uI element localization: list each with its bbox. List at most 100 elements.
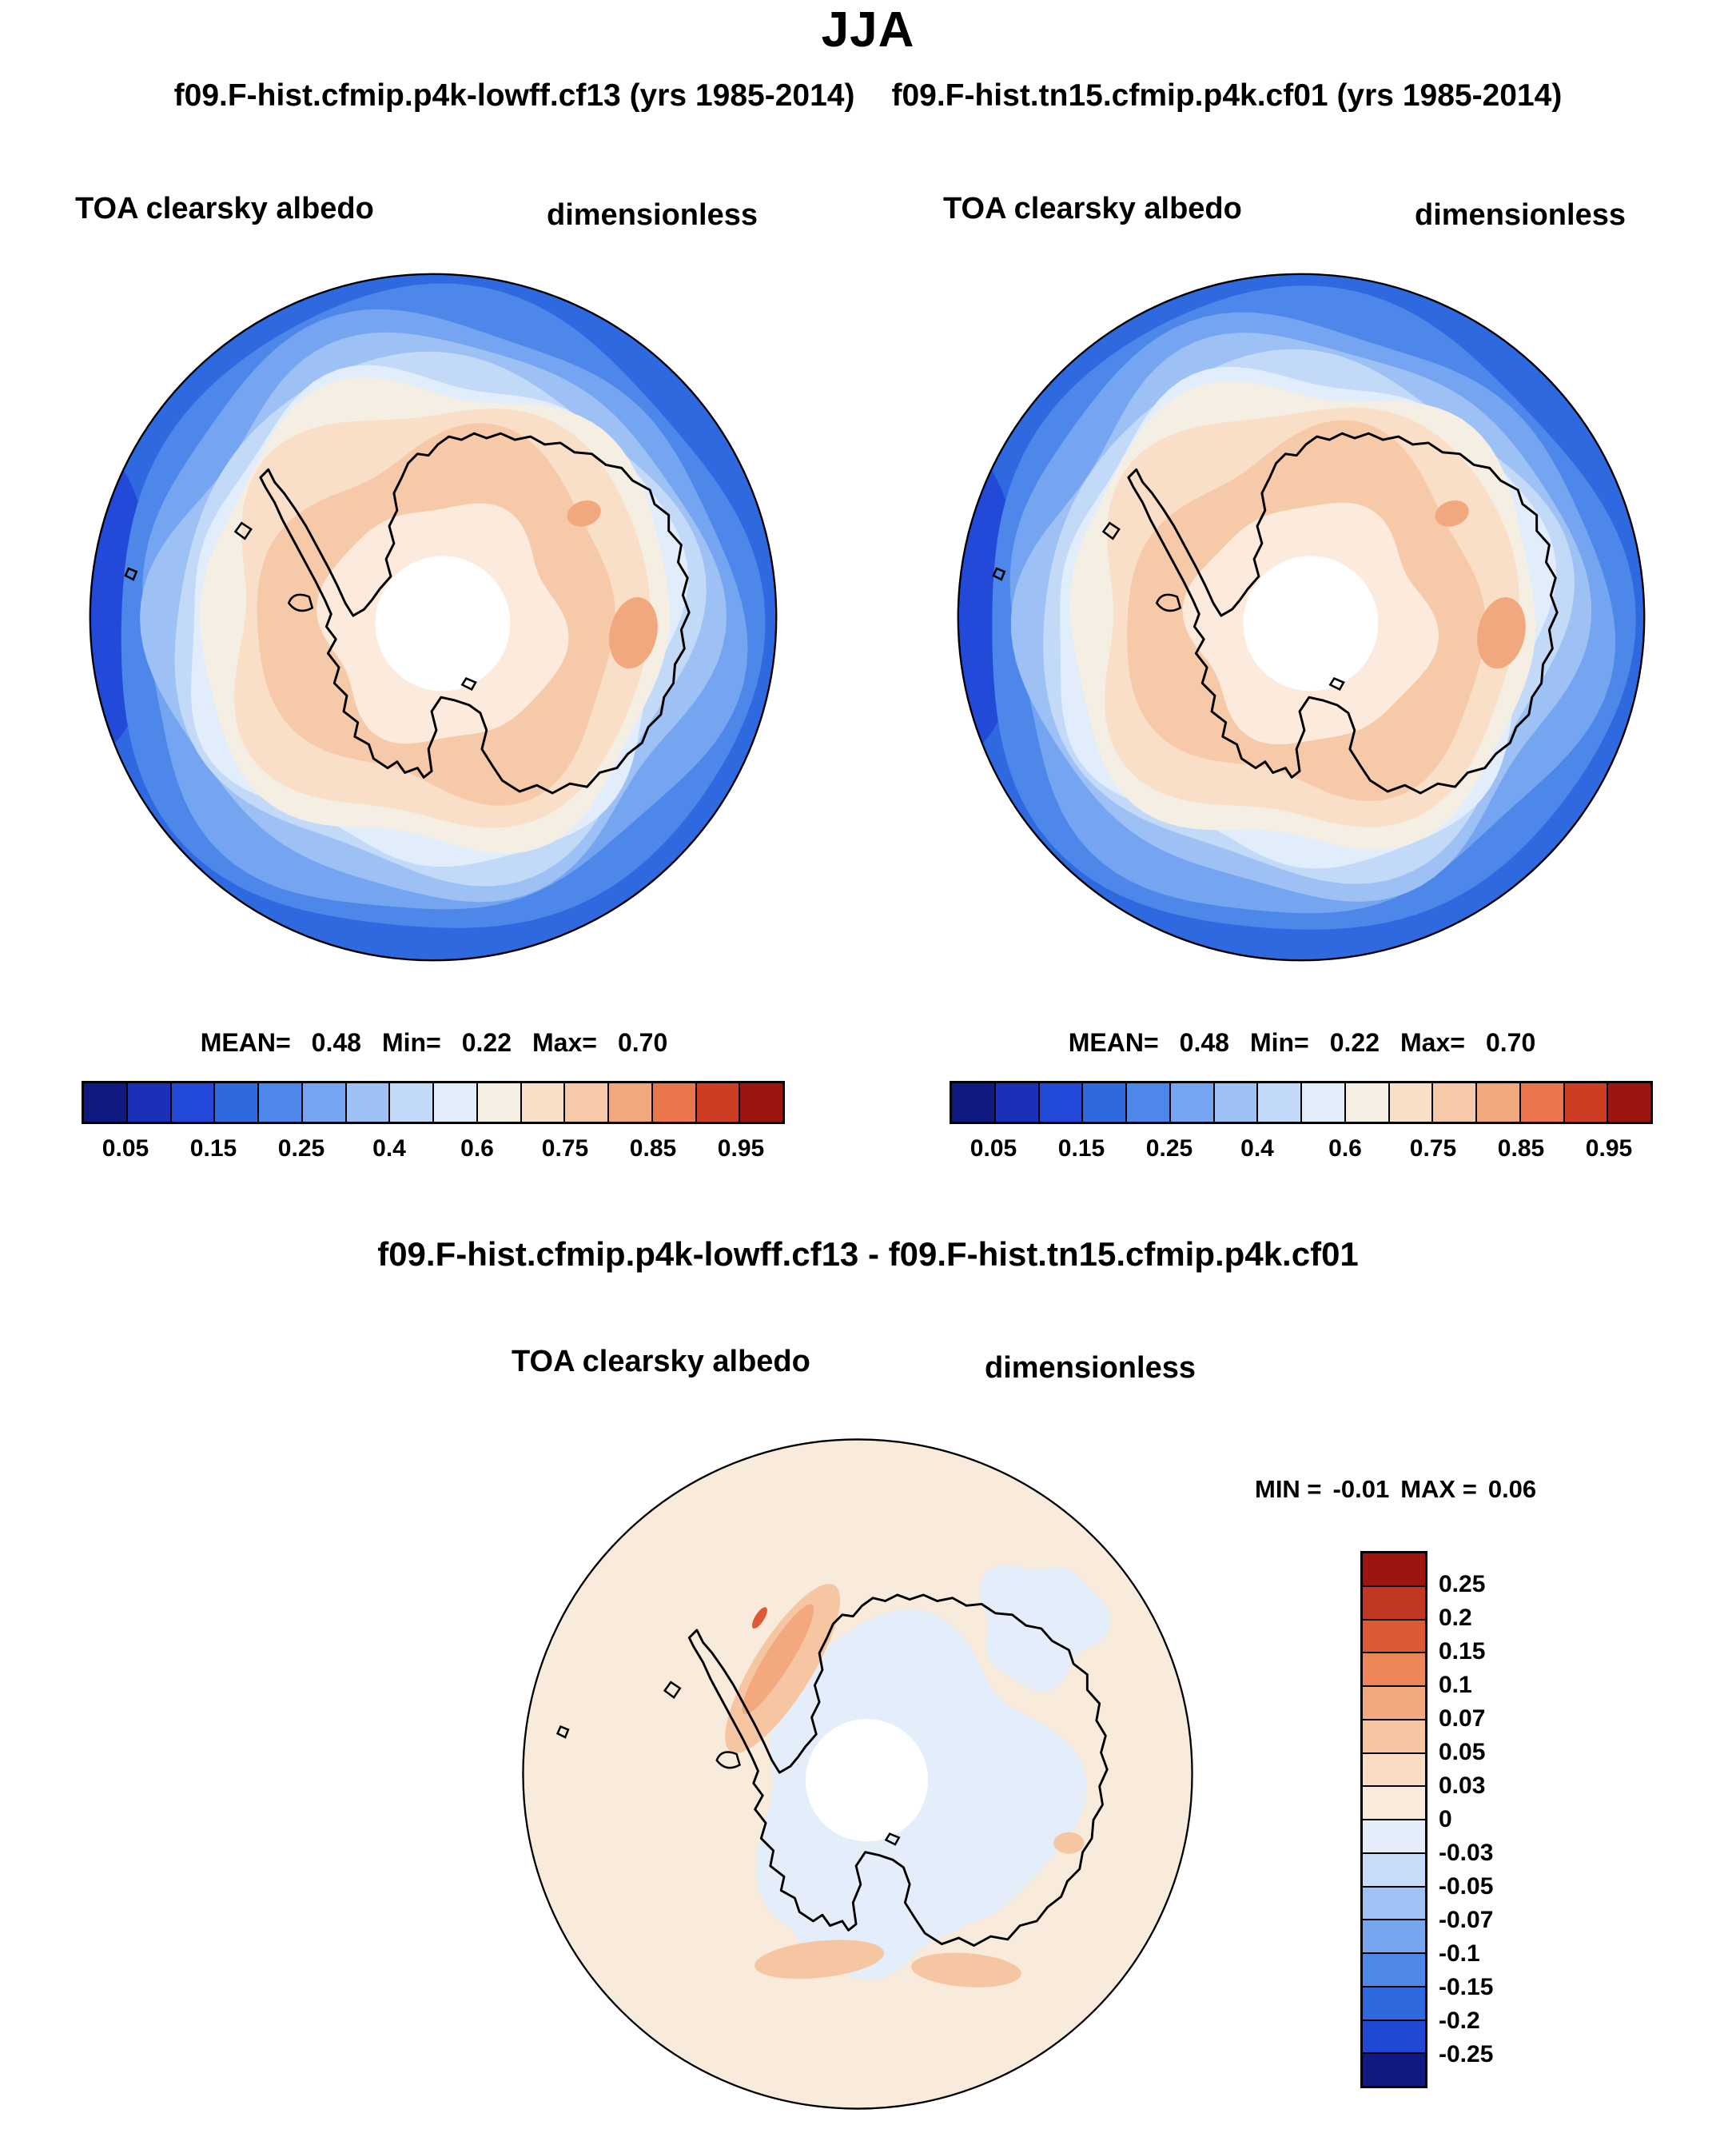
difference-colorbar — [1360, 1551, 1427, 2088]
contour-band — [1053, 1832, 1085, 1854]
variable-label: TOA clearsky albedo — [943, 192, 1242, 225]
contour-band — [755, 1940, 885, 1980]
stat-min-label: Min= — [381, 1028, 441, 1057]
colorbar-segment — [1363, 2054, 1425, 2086]
units-label: dimensionless — [1415, 198, 1626, 232]
island-outline — [1101, 521, 1121, 540]
stat-max-value: 0.70 — [617, 1028, 668, 1057]
pole-data-hole — [805, 1719, 929, 1842]
colorbar-tick-label: 0.4 — [1240, 1135, 1274, 1162]
colorbar-tick-label: 0.07 — [1439, 1705, 1486, 1732]
colorbar-tick-label: -0.03 — [1439, 1840, 1494, 1866]
colorbar-segment — [1345, 1083, 1390, 1122]
colorbar-tick-label: 0.75 — [1409, 1135, 1457, 1162]
colorbar-tick-label: -0.25 — [1439, 2041, 1494, 2067]
contour-band — [790, 1794, 981, 1980]
colorbar-segment — [259, 1083, 303, 1122]
colorbar-segment — [390, 1083, 434, 1122]
colorbar-tick-label: 0.85 — [1497, 1135, 1545, 1162]
colorbar-segment — [302, 1083, 347, 1122]
contour-band — [911, 1952, 1021, 1988]
colorbar-segment — [696, 1083, 741, 1122]
colorbar-tick-label: 0.25 — [1145, 1135, 1193, 1162]
island-outline — [555, 1725, 570, 1739]
stat-mean-label: MEAN= — [1068, 1028, 1159, 1057]
colorbar-segment — [1363, 1920, 1425, 1954]
contour-band — [567, 500, 601, 527]
colorbar-segment — [1363, 1653, 1425, 1687]
colorbar-segment — [995, 1083, 1040, 1122]
run-titles: f09.F-hist.cfmip.p4k-lowff.cf13 (yrs 198… — [0, 78, 1736, 114]
units-label: dimensionless — [985, 1351, 1196, 1385]
colorbar-tick-label: 0.95 — [1585, 1135, 1633, 1162]
albedo-colorbar-ticks: 0.05 0.15 0.25 0.4 0.6 0.75 0.85 0.95 — [82, 1135, 785, 1167]
antarctica-coastline — [687, 1593, 1109, 1947]
colorbar-segment — [1302, 1083, 1346, 1122]
map-boundary-circle — [957, 273, 1646, 962]
colorbar-segment — [1363, 1687, 1425, 1720]
colorbar-segment — [1170, 1083, 1215, 1122]
colorbar-segment — [215, 1083, 259, 1122]
colorbar-tick-label: -0.05 — [1439, 1873, 1494, 1900]
colorbar-segment — [1039, 1083, 1084, 1122]
map-boundary-circle — [522, 1438, 1193, 2110]
colorbar-tick-label: 0.25 — [277, 1135, 325, 1162]
panel-cf01: TOA clearsky albedo dimensionless MEAN= … — [868, 0, 1736, 1199]
colorbar-segment — [1477, 1083, 1521, 1122]
run-title-left: f09.F-hist.cfmip.p4k-lowff.cf13 (yrs 198… — [173, 78, 855, 113]
antarctica-coastline — [1127, 432, 1559, 795]
colorbar-tick-label: 0.15 — [1057, 1135, 1105, 1162]
contour-band — [979, 1565, 1111, 1692]
season-title: JJA — [821, 2, 915, 58]
colorbar-segment — [1520, 1083, 1565, 1122]
island-outline — [715, 1751, 741, 1769]
colorbar-segment — [1363, 1620, 1425, 1654]
colorbar-segment — [609, 1083, 653, 1122]
colorbar-tick-label: 0 — [1439, 1806, 1452, 1832]
colorbar-tick-label: 0.15 — [189, 1135, 237, 1162]
colorbar-segment — [952, 1083, 996, 1122]
colorbar-tick-label: 0.03 — [1439, 1772, 1486, 1799]
contour-band — [1435, 500, 1469, 527]
colorbar-tick-label: 0.6 — [1328, 1135, 1362, 1162]
colorbar-segment — [1214, 1083, 1259, 1122]
stats-line: MEAN= 0.48 Min= 0.22 Max= 0.70 — [0, 1028, 868, 1058]
colorbar-tick-label: -0.15 — [1439, 1974, 1494, 2000]
contour-band — [1477, 597, 1526, 669]
colorbar-segment — [84, 1083, 128, 1122]
colorbar-segment — [477, 1083, 522, 1122]
stat-max-value: 0.70 — [1485, 1028, 1536, 1057]
variable-label: TOA clearsky albedo — [75, 192, 374, 225]
colorbar-tick-label: 0.1 — [1439, 1672, 1472, 1698]
colorbar-segment — [171, 1083, 216, 1122]
pole-data-hole — [1243, 556, 1379, 692]
colorbar-segment — [1363, 1787, 1425, 1820]
albedo-map-cf01 — [957, 273, 1646, 962]
antarctica-coastline — [259, 432, 691, 795]
colorbar-tick-label: 0.75 — [541, 1135, 589, 1162]
diff-max-value: 0.06 — [1487, 1475, 1537, 1503]
diff-min-label: MIN = — [1255, 1475, 1322, 1503]
contour-band — [958, 452, 1021, 751]
colorbar-segment — [740, 1083, 782, 1122]
island-outline — [287, 593, 314, 612]
colorbar-segment — [1127, 1083, 1171, 1122]
colorbar-segment — [1564, 1083, 1609, 1122]
island-outline — [663, 1681, 682, 1700]
stat-mean-label: MEAN= — [200, 1028, 291, 1057]
colorbar-segment — [346, 1083, 391, 1122]
colorbar-tick-label: -0.07 — [1439, 1907, 1494, 1933]
colorbar-segment — [434, 1083, 478, 1122]
contour-band — [609, 597, 658, 669]
colorbar-tick-label: 0.25 — [1439, 1571, 1486, 1597]
colorbar-segment — [1363, 1720, 1425, 1754]
colorbar-segment — [1608, 1083, 1650, 1122]
variable-label: TOA clearsky albedo — [512, 1345, 810, 1378]
pole-data-hole — [375, 556, 511, 692]
albedo-colorbar-ticks: 0.05 0.15 0.25 0.4 0.6 0.75 0.85 0.95 — [950, 1135, 1653, 1167]
contour-band — [751, 1607, 767, 1629]
colorbar-segment — [1083, 1083, 1127, 1122]
albedo-colorbar — [950, 1081, 1653, 1124]
stat-mean-value: 0.48 — [311, 1028, 361, 1057]
contour-band — [742, 1604, 814, 1715]
